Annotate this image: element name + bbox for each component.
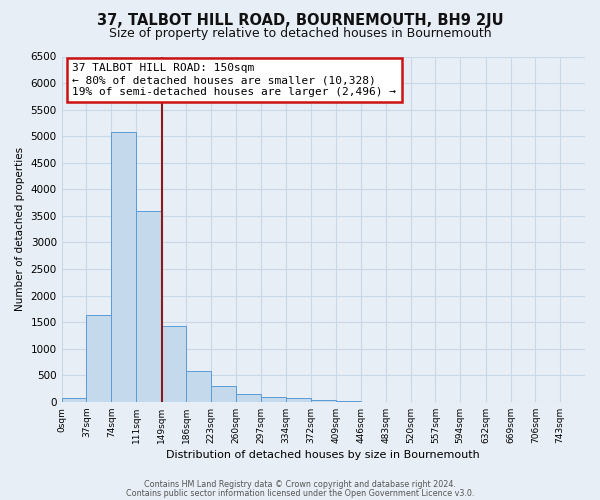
Bar (161, 326, 187, 402)
Y-axis label: Number of detached properties: Number of detached properties (15, 147, 25, 311)
Bar (86, 315, 112, 402)
Bar (236, 394, 261, 402)
Bar (286, 398, 311, 402)
Bar (112, 132, 136, 402)
Bar (62, 398, 86, 402)
Bar (136, 210, 161, 402)
Bar (187, 371, 211, 402)
Bar (211, 386, 236, 402)
Text: Size of property relative to detached houses in Bournemouth: Size of property relative to detached ho… (109, 28, 491, 40)
Bar (261, 396, 286, 402)
Text: 37, TALBOT HILL ROAD, BOURNEMOUTH, BH9 2JU: 37, TALBOT HILL ROAD, BOURNEMOUTH, BH9 2… (97, 12, 503, 28)
Text: 37 TALBOT HILL ROAD: 150sqm
← 80% of detached houses are smaller (10,328)
19% of: 37 TALBOT HILL ROAD: 150sqm ← 80% of det… (72, 64, 396, 96)
Text: Contains HM Land Registry data © Crown copyright and database right 2024.: Contains HM Land Registry data © Crown c… (144, 480, 456, 489)
Text: Contains public sector information licensed under the Open Government Licence v3: Contains public sector information licen… (126, 488, 474, 498)
Bar (311, 400, 336, 402)
X-axis label: Distribution of detached houses by size in Bournemouth: Distribution of detached houses by size … (166, 450, 480, 460)
